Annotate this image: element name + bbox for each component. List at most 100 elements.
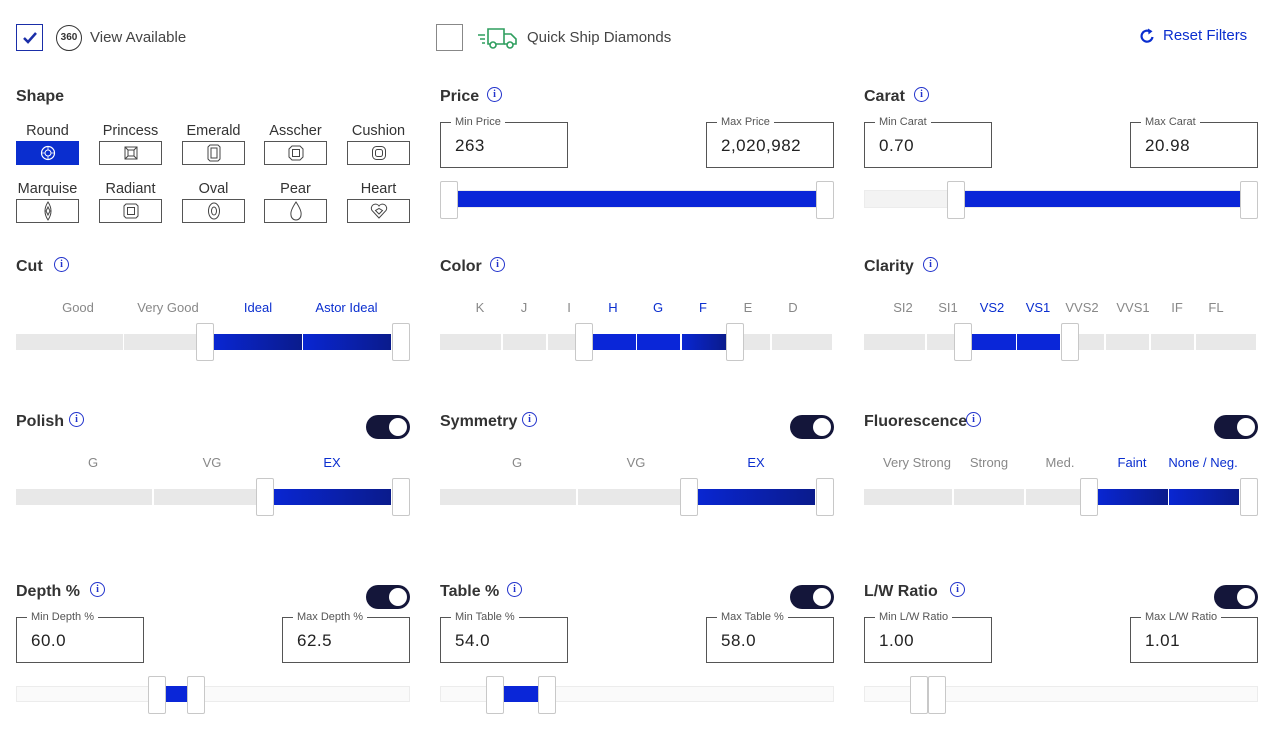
fluorescence-grade-very-strong[interactable]: Very Strong [883,455,951,470]
color-info-icon[interactable]: i [490,257,505,272]
carat-max-handle[interactable] [1240,181,1258,219]
color-grade-h[interactable]: H [608,300,618,315]
checkmark-icon [23,32,37,44]
polish-max-handle[interactable] [392,478,410,516]
cut-grade-ideal[interactable]: Ideal [243,300,273,315]
min-table-value: 54.0 [455,631,491,650]
clarity-grade-fl[interactable]: FL [1208,300,1224,315]
color-max-handle[interactable] [726,323,744,361]
fluorescence-grade-faint[interactable]: Faint [1117,455,1147,470]
depth-toggle[interactable] [366,585,410,609]
shape-cushion[interactable]: Cushion [347,121,410,165]
shape-oval[interactable]: Oval [182,179,245,223]
price-min-handle[interactable] [440,181,458,219]
depth-max-handle[interactable] [187,676,205,714]
polish-grade-ex[interactable]: EX [323,455,341,470]
color-min-handle[interactable] [575,323,593,361]
cut-max-handle[interactable] [392,323,410,361]
max-price-field[interactable]: Max Price 2,020,982 [706,115,834,168]
cut-grade-astor-ideal[interactable]: Astor Ideal [315,300,378,315]
shape-asscher[interactable]: Asscher [264,121,327,165]
fluorescence-max-handle[interactable] [1240,478,1258,516]
carat-info-icon[interactable]: i [914,87,929,102]
lw-ratio-slider-track[interactable] [864,686,1258,702]
lw-ratio-toggle[interactable] [1214,585,1258,609]
fluorescence-grade-none[interactable]: None / Neg. [1168,455,1238,470]
min-carat-field[interactable]: Min Carat 0.70 [864,115,992,168]
lw-ratio-max-handle[interactable] [928,676,946,714]
color-grade-e[interactable]: E [743,300,753,315]
cut-info-icon[interactable]: i [54,257,69,272]
polish-seg-vg [154,489,257,505]
color-grade-f[interactable]: F [699,300,707,315]
symmetry-grade-vg[interactable]: VG [626,455,646,470]
table-min-handle[interactable] [486,676,504,714]
price-title: Price [440,88,480,105]
color-grade-k[interactable]: K [475,300,485,315]
shape-marquise[interactable]: Marquise [16,179,79,223]
shape-heart[interactable]: Heart [347,179,410,223]
symmetry-max-handle[interactable] [816,478,834,516]
polish-toggle[interactable] [366,415,410,439]
symmetry-grade-g[interactable]: G [511,455,523,470]
color-grade-d[interactable]: D [788,300,798,315]
color-grade-j[interactable]: J [520,300,528,315]
clarity-grade-vs1[interactable]: VS1 [1025,300,1051,315]
polish-info-icon[interactable]: i [69,412,84,427]
clarity-grade-si1[interactable]: SI1 [938,300,958,315]
table-toggle[interactable] [790,585,834,609]
clarity-info-icon[interactable]: i [923,257,938,272]
view-available-checkbox[interactable] [16,24,43,51]
cut-min-handle[interactable] [196,323,214,361]
shape-emerald[interactable]: Emerald [182,121,245,165]
price-info-icon[interactable]: i [487,87,502,102]
symmetry-info-icon[interactable]: i [522,412,537,427]
polish-min-handle[interactable] [256,478,274,516]
cut-grade-good[interactable]: Good [62,300,94,315]
carat-min-handle[interactable] [947,181,965,219]
fluorescence-grade-strong[interactable]: Strong [969,455,1009,470]
symmetry-grade-ex[interactable]: EX [747,455,765,470]
polish-grade-g[interactable]: G [87,455,99,470]
clarity-max-handle[interactable] [1061,323,1079,361]
fluorescence-toggle[interactable] [1214,415,1258,439]
clarity-grade-si2[interactable]: SI2 [893,300,913,315]
color-grade-i[interactable]: I [567,300,571,315]
price-max-handle[interactable] [816,181,834,219]
min-depth-field[interactable]: Min Depth % 60.0 [16,610,144,663]
clarity-grade-vvs2[interactable]: VVS2 [1065,300,1099,315]
reset-filters-button[interactable]: Reset Filters [1140,27,1247,44]
cut-grade-very-good[interactable]: Very Good [137,300,199,315]
fluorescence-min-handle[interactable] [1080,478,1098,516]
fluorescence-info-icon[interactable]: i [966,412,981,427]
quick-ship-checkbox[interactable] [436,24,463,51]
fluorescence-grade-med[interactable]: Med. [1045,455,1075,470]
symmetry-min-handle[interactable] [680,478,698,516]
table-info-icon[interactable]: i [507,582,522,597]
toggle-knob [813,418,831,436]
polish-grade-vg[interactable]: VG [202,455,222,470]
depth-slider-track[interactable] [16,686,410,702]
shape-round[interactable]: Round [16,121,79,165]
lw-ratio-info-icon[interactable]: i [950,582,965,597]
min-lw-ratio-field[interactable]: Min L/W Ratio 1.00 [864,610,992,663]
shape-radiant[interactable]: Radiant [99,179,162,223]
clarity-grade-vs2[interactable]: VS2 [979,300,1005,315]
color-grade-g[interactable]: G [652,300,664,315]
shape-pear[interactable]: Pear [264,179,327,223]
table-max-handle[interactable] [538,676,556,714]
clarity-grade-vvs1[interactable]: VVS1 [1116,300,1150,315]
clarity-grade-if[interactable]: IF [1171,300,1183,315]
max-lw-ratio-field[interactable]: Max L/W Ratio 1.01 [1130,610,1258,663]
min-table-field[interactable]: Min Table % 54.0 [440,610,568,663]
clarity-min-handle[interactable] [954,323,972,361]
depth-info-icon[interactable]: i [90,582,105,597]
max-table-field[interactable]: Max Table % 58.0 [706,610,834,663]
symmetry-toggle[interactable] [790,415,834,439]
shape-princess[interactable]: Princess [99,121,162,165]
depth-min-handle[interactable] [148,676,166,714]
lw-ratio-min-handle[interactable] [910,676,928,714]
max-depth-field[interactable]: Max Depth % 62.5 [282,610,410,663]
min-price-field[interactable]: Min Price 263 [440,115,568,168]
max-carat-field[interactable]: Max Carat 20.98 [1130,115,1258,168]
